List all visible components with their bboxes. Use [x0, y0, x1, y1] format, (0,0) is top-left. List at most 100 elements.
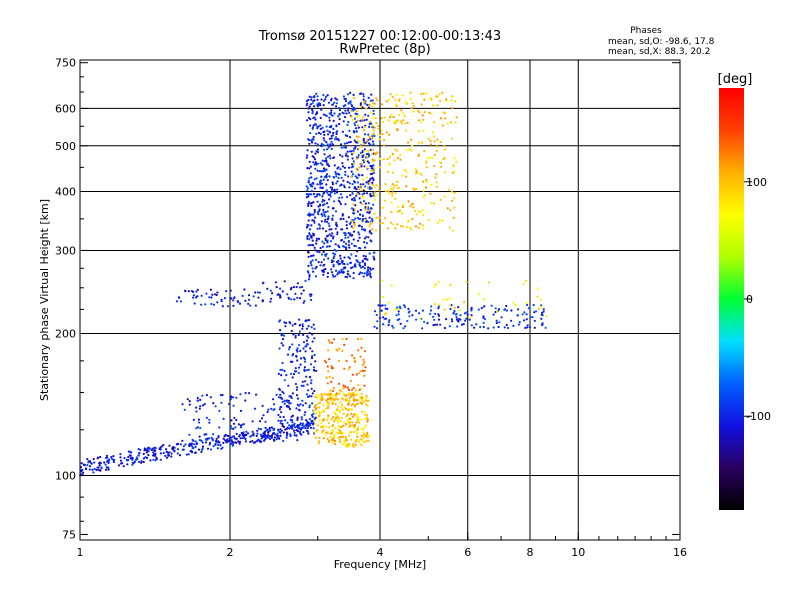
data-point: [99, 455, 102, 459]
data-point: [411, 102, 414, 105]
data-point: [453, 306, 456, 309]
data-point: [300, 433, 303, 436]
data-point: [325, 245, 328, 248]
data-point: [314, 167, 317, 170]
data-point: [304, 279, 307, 282]
colorbar-label: [deg]: [718, 72, 753, 87]
data-point: [258, 291, 261, 294]
data-point: [283, 369, 286, 373]
data-point: [365, 181, 368, 184]
data-point: [339, 143, 343, 146]
data-point: [311, 333, 314, 336]
data-point: [375, 121, 378, 125]
data-point: [232, 422, 235, 425]
data-point: [259, 433, 262, 436]
data-point: [315, 150, 318, 153]
data-point: [137, 460, 141, 463]
data-point: [517, 323, 521, 326]
data-point: [365, 118, 368, 121]
data-point: [322, 104, 325, 107]
data-point: [316, 211, 319, 214]
data-point: [394, 103, 397, 106]
data-point: [322, 113, 325, 116]
data-point: [453, 206, 456, 209]
data-point: [343, 406, 346, 409]
data-point: [363, 165, 366, 168]
data-point: [364, 255, 367, 258]
data-point: [190, 449, 193, 453]
data-point: [360, 195, 364, 198]
data-point: [355, 254, 358, 258]
data-point: [96, 456, 100, 459]
data-point: [381, 120, 384, 124]
data-point: [310, 326, 313, 329]
data-point: [327, 370, 330, 373]
data-point: [277, 419, 280, 422]
data-point: [304, 427, 307, 430]
data-point: [392, 187, 395, 190]
data-point: [273, 427, 276, 430]
data-point: [369, 272, 372, 275]
data-point: [428, 111, 431, 114]
data-point: [402, 225, 405, 228]
data-point: [318, 419, 321, 422]
data-point: [327, 257, 330, 260]
data-point: [526, 326, 529, 329]
data-point: [358, 236, 361, 239]
data-point: [335, 191, 339, 194]
data-point: [290, 415, 293, 418]
x-tick-label: 8: [527, 546, 534, 559]
data-point: [350, 115, 353, 118]
data-point: [305, 375, 308, 378]
data-point: [184, 443, 187, 446]
data-point: [342, 179, 345, 182]
data-point: [230, 427, 233, 430]
data-point: [465, 280, 468, 284]
data-point: [359, 92, 362, 95]
data-point: [365, 235, 368, 238]
data-point: [330, 228, 333, 231]
data-point: [500, 316, 503, 319]
data-point: [417, 154, 420, 157]
data-point: [307, 98, 310, 101]
data-point: [308, 142, 311, 145]
data-point: [338, 440, 342, 443]
data-point: [432, 315, 435, 318]
data-point: [280, 411, 283, 414]
x-tick-label: 16: [673, 546, 687, 559]
data-point: [418, 111, 421, 114]
data-point: [266, 410, 269, 414]
data-point: [391, 324, 394, 327]
data-point: [305, 393, 308, 396]
data-point: [342, 184, 346, 187]
data-point: [367, 209, 370, 212]
data-point: [324, 218, 327, 221]
data-point: [331, 259, 334, 262]
data-point: [321, 214, 324, 217]
data-point: [218, 409, 221, 412]
data-point: [314, 419, 317, 422]
data-point: [146, 447, 149, 450]
data-point: [320, 426, 323, 429]
data-point: [291, 421, 294, 424]
data-point: [308, 228, 312, 231]
data-point: [252, 295, 255, 298]
data-point: [279, 388, 282, 392]
data-point: [327, 405, 330, 408]
data-point: [436, 221, 440, 224]
data-point: [242, 431, 245, 434]
data-point: [440, 165, 443, 168]
data-point: [320, 261, 323, 264]
data-point: [319, 186, 322, 189]
data-point: [432, 135, 436, 138]
data-point: [365, 403, 368, 406]
data-point: [378, 157, 381, 160]
data-point: [470, 324, 473, 327]
data-point: [335, 131, 338, 134]
data-point: [355, 157, 358, 160]
data-point: [368, 225, 371, 228]
data-point: [415, 171, 419, 174]
data-point: [343, 441, 346, 444]
data-point: [429, 97, 432, 100]
data-point: [308, 275, 311, 278]
